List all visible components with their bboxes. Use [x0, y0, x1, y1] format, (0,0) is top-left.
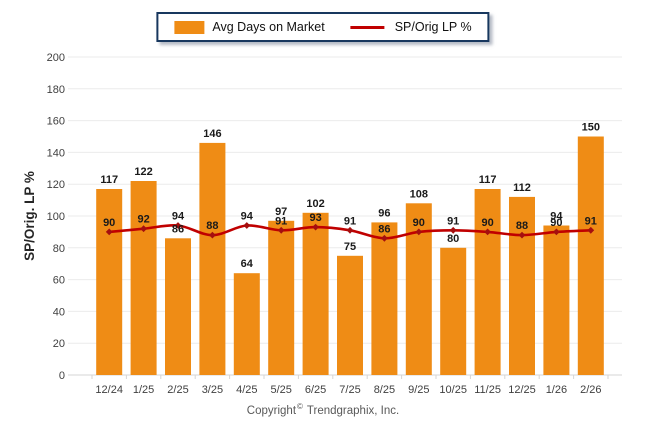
x-tick-label: 2/26: [580, 384, 601, 396]
copyright-company: Trendgraphix, Inc.: [306, 404, 400, 417]
line-point-marker: [415, 228, 423, 236]
bar: [302, 212, 329, 375]
line-point-marker: [346, 226, 354, 234]
x-tick-label: 11/25: [474, 384, 501, 396]
x-tick-label: 7/25: [339, 384, 360, 396]
x-tick-label: 10/25: [439, 384, 467, 396]
line-point-marker: [105, 228, 113, 236]
y-tick-label: 100: [47, 211, 65, 223]
bar: [543, 225, 570, 375]
line-point-marker: [174, 222, 182, 229]
line-point-marker: [449, 226, 457, 234]
line-value-label: 90: [413, 217, 425, 229]
bar: [371, 222, 398, 375]
bar-value-label: 112: [513, 182, 531, 194]
line-value-label: 92: [137, 214, 149, 226]
line-value-label: 93: [309, 212, 321, 224]
bar: [165, 238, 191, 375]
bar-value-label: 146: [203, 128, 221, 140]
line-point-marker: [209, 231, 216, 239]
line-point-marker: [140, 225, 147, 233]
bar: [199, 142, 226, 375]
bar-value-label: 122: [134, 166, 152, 178]
bar-value-label: 97: [275, 206, 287, 218]
bar-series-swatch: [174, 20, 205, 34]
line-series-swatch: [350, 25, 385, 29]
bar: [577, 136, 604, 375]
bar-value-label: 86: [172, 223, 184, 235]
bar: [130, 181, 157, 375]
bar-value-label: 117: [479, 174, 497, 186]
line-value-label: 91: [585, 215, 597, 227]
x-tick-label: 6/25: [305, 384, 326, 396]
bar: [96, 189, 123, 375]
line-point-marker: [484, 228, 491, 236]
y-tick-label: 20: [53, 338, 65, 350]
bar: [233, 273, 260, 375]
bar: [440, 247, 467, 375]
y-tick-label: 140: [47, 147, 65, 159]
bar-value-label: 94: [550, 211, 563, 223]
y-tick-label: 40: [53, 306, 65, 318]
x-tick-label: 4/25: [236, 384, 257, 396]
x-tick-label: 2/25: [167, 384, 188, 396]
line-value-label: 94: [241, 211, 254, 223]
bar-value-label: 102: [306, 198, 324, 210]
copyright-symbol: ©: [297, 402, 303, 411]
bar-value-label: 80: [447, 233, 459, 245]
chart-legend: Avg Days on Market SP/Orig LP %: [156, 12, 490, 42]
bar: [337, 255, 363, 376]
copyright-prefix: Copyright: [246, 404, 297, 417]
line-value-label: 91: [344, 215, 356, 227]
x-tick-label: 8/25: [374, 384, 395, 396]
line-value-label: 86: [378, 223, 390, 235]
y-tick-label: 200: [47, 52, 65, 64]
line-series-label: SP/Orig LP %: [394, 20, 472, 34]
y-axis-title: SP/Orig. LP %: [22, 171, 37, 261]
copyright-text: Copyright© Trendgraphix, Inc.: [0, 402, 646, 417]
y-tick-label: 0: [59, 370, 65, 382]
bar-value-label: 96: [378, 207, 390, 219]
line-value-label: 88: [516, 220, 528, 232]
line-value-label: 91: [275, 215, 287, 227]
bar-value-label: 150: [582, 122, 600, 134]
x-tick-label: 12/25: [508, 384, 536, 396]
x-tick-label: 1/25: [133, 384, 154, 396]
bar: [474, 189, 501, 375]
x-tick-label: 1/26: [546, 384, 567, 396]
line-value-label: 91: [447, 215, 459, 227]
line-point-marker: [381, 234, 388, 242]
bar-series-label: Avg Days on Market: [212, 20, 325, 34]
y-tick-label: 180: [47, 84, 65, 96]
line-point-marker: [312, 223, 319, 231]
x-tick-label: 3/25: [202, 384, 223, 396]
line-value-label: 90: [550, 217, 562, 229]
line-point-marker: [277, 226, 285, 234]
line-value-label: 90: [103, 217, 115, 229]
y-tick-label: 60: [53, 275, 65, 287]
line-point-marker: [243, 222, 251, 229]
line-value-label: 88: [206, 220, 218, 232]
y-tick-label: 80: [53, 243, 65, 255]
bar: [268, 220, 295, 375]
line-value-label: 90: [481, 217, 493, 229]
x-tick-label: 12/24: [95, 384, 123, 396]
bar-value-label: 117: [100, 174, 118, 186]
x-tick-label: 9/25: [408, 384, 429, 396]
bar: [509, 196, 535, 375]
bar-value-label: 64: [241, 258, 254, 270]
bar-value-label: 108: [410, 188, 428, 200]
y-tick-label: 120: [47, 179, 65, 191]
line-value-label: 94: [172, 211, 185, 223]
bar-value-label: 75: [344, 241, 356, 253]
y-tick-label: 160: [47, 116, 65, 128]
x-tick-label: 5/25: [270, 384, 291, 396]
